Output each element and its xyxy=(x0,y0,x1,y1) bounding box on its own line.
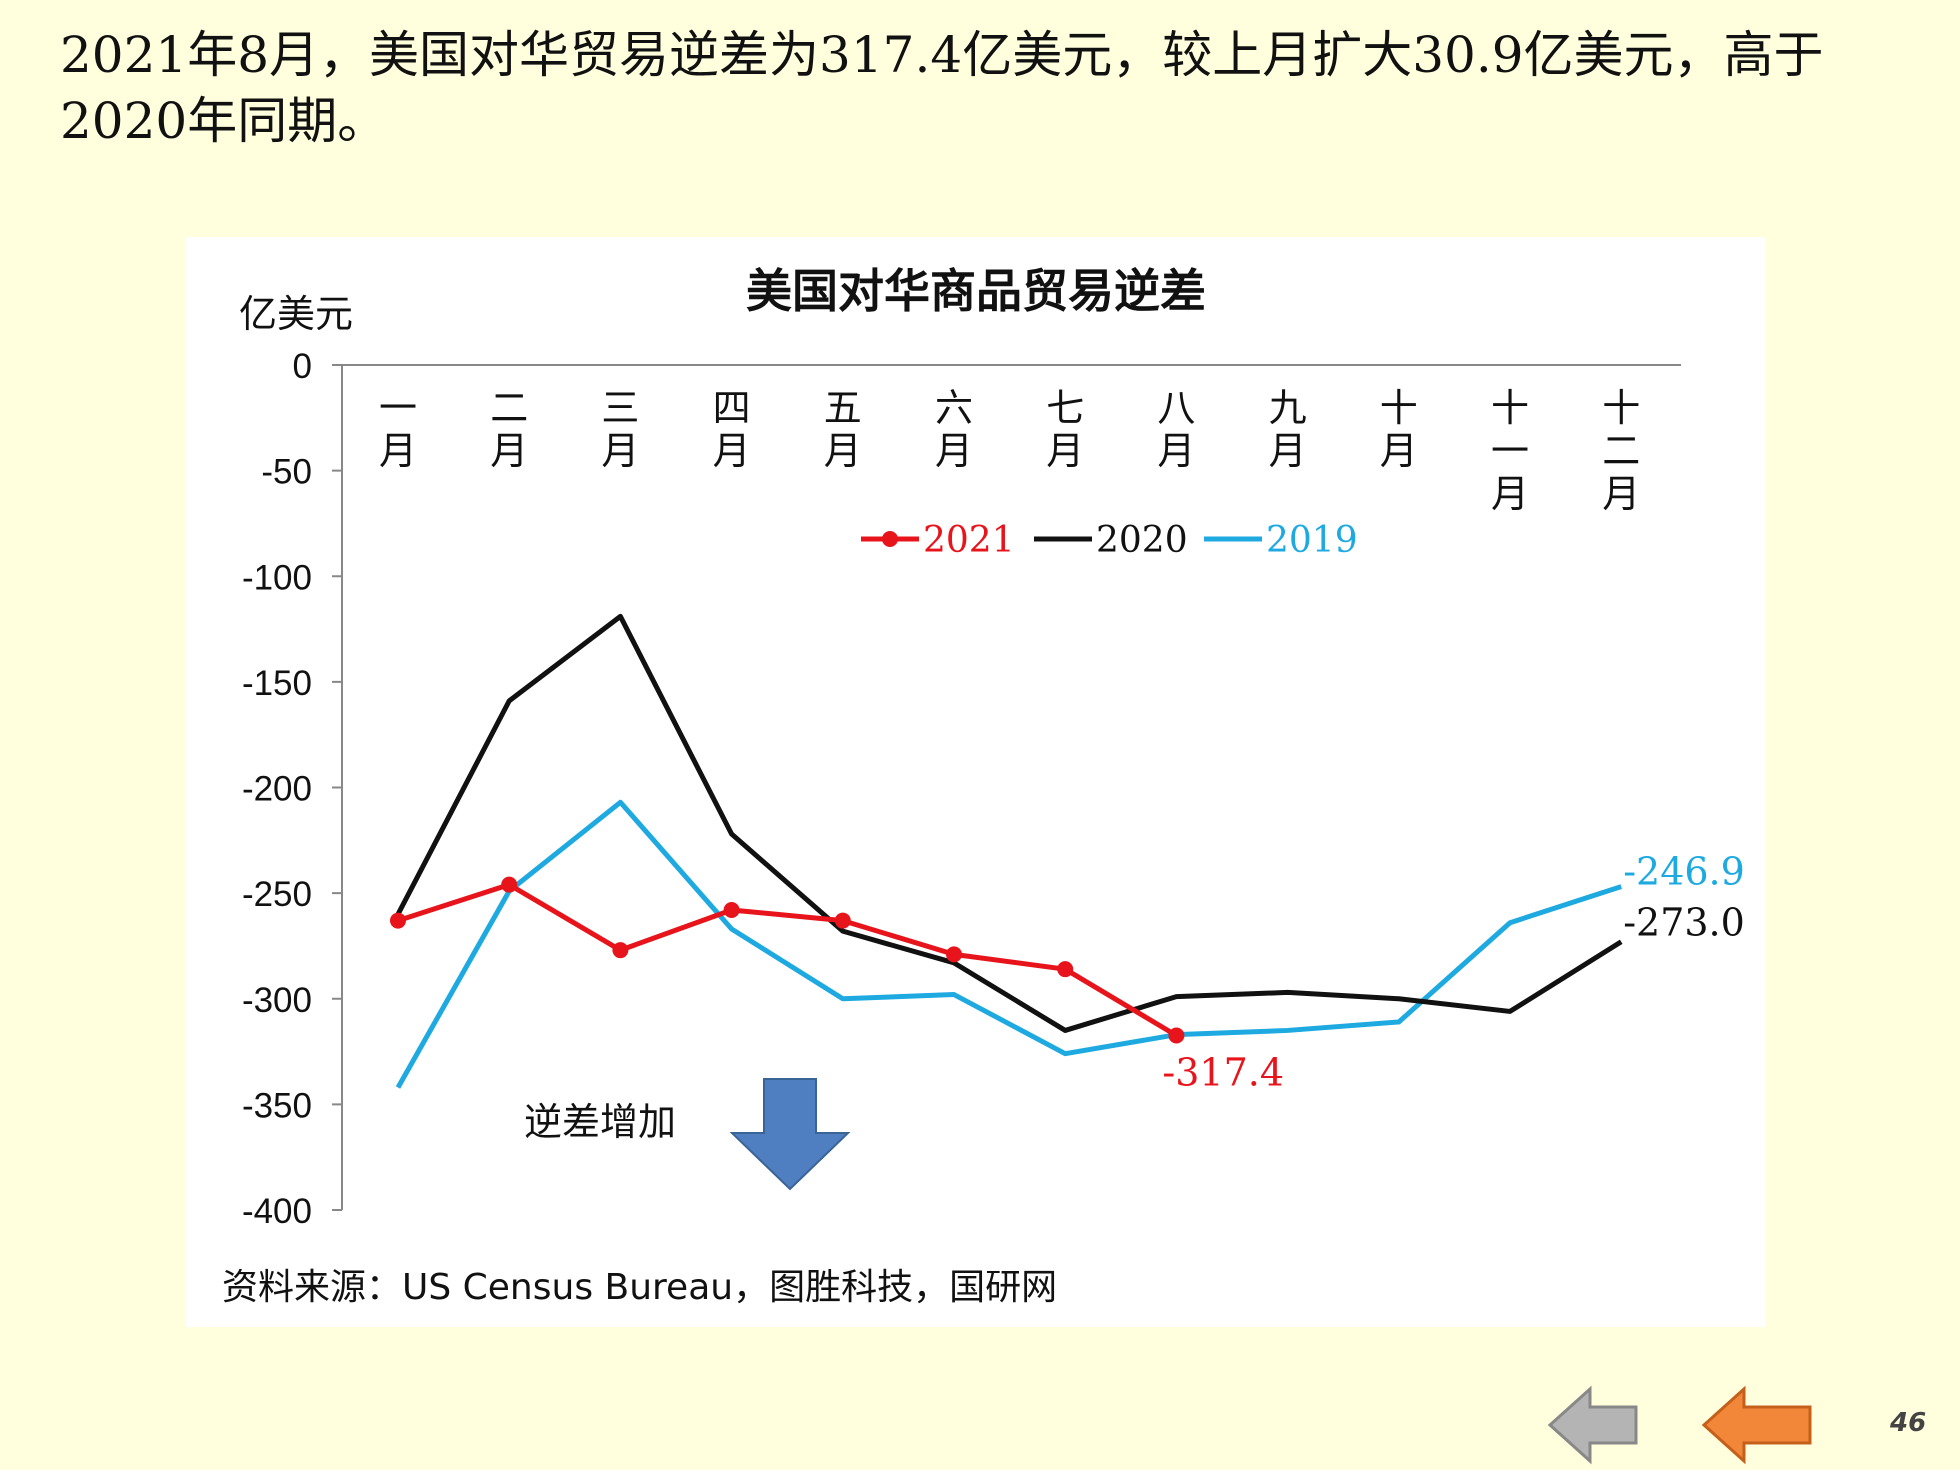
chart-data-labels: -317.4 -246.9 -273.0 xyxy=(1162,850,1744,1095)
chart-title: 美国对华商品贸易逆差 xyxy=(746,264,1206,318)
x-tick-label: 九月 xyxy=(1269,386,1307,473)
point-2021 xyxy=(501,876,518,893)
point-2021 xyxy=(834,912,851,929)
chart-annotation: 逆差增加 xyxy=(524,1078,851,1191)
next-slide-button[interactable] xyxy=(1702,1385,1814,1465)
y-tick-label: -250 xyxy=(242,875,312,914)
y-tick-label: -100 xyxy=(242,558,312,597)
source-note: 资料来源：US Census Bureau，图胜科技，国研网 xyxy=(222,1267,1058,1308)
x-tick-label: 四月 xyxy=(713,386,751,473)
legend-label-2019: 2019 xyxy=(1266,520,1358,561)
left-arrow-orange-icon xyxy=(1702,1385,1812,1465)
x-tick-label: 八月 xyxy=(1157,386,1195,473)
x-tick-label: 十二月 xyxy=(1602,386,1640,516)
series-line-2021 xyxy=(397,882,1178,1038)
x-tick-label: 五月 xyxy=(824,386,862,473)
chart-legend: 2021 2020 2019 xyxy=(861,520,1358,561)
data-label-2020: -273.0 xyxy=(1623,901,1745,945)
y-tick-label: -200 xyxy=(242,770,312,809)
legend-label-2020: 2020 xyxy=(1096,520,1188,561)
point-2021 xyxy=(1168,1027,1185,1044)
slide-headline: 2021年8月，美国对华贸易逆差为317.4亿美元，较上月扩大30.9亿美元，高… xyxy=(60,26,1824,150)
point-2021 xyxy=(723,902,740,919)
point-2021 xyxy=(390,912,406,929)
chart-panel: 美国对华商品贸易逆差 亿美元 0 -50 -100 -150 -200 -250 -300 -… xyxy=(186,237,1766,1327)
trade-deficit-chart: 美国对华商品贸易逆差 亿美元 0 -50 -100 -150 -200 -250 -300 -… xyxy=(239,264,1745,1231)
annotation-text: 逆差增加 xyxy=(524,1100,676,1144)
y-tick-label: -50 xyxy=(261,453,312,492)
page-number: 46 xyxy=(1890,1408,1927,1438)
y-axis-unit-label: 亿美元 xyxy=(239,292,353,336)
data-label-2019: -246.9 xyxy=(1623,850,1745,894)
y-tick-label: 0 xyxy=(293,347,312,386)
x-tick-label: 一月 xyxy=(379,386,417,473)
y-tick-label: -150 xyxy=(242,664,312,703)
x-tick-label: 六月 xyxy=(935,386,973,473)
data-label-2021: -317.4 xyxy=(1162,1051,1284,1095)
point-2021 xyxy=(612,942,629,959)
legend-marker-2021 xyxy=(882,531,898,547)
chart-series xyxy=(390,613,1623,1089)
legend-label-2021: 2021 xyxy=(923,520,1015,561)
x-tick-label: 十月 xyxy=(1380,386,1418,473)
x-tick-label: 二月 xyxy=(490,386,528,473)
point-2021 xyxy=(946,946,962,963)
left-arrow-gray-icon xyxy=(1548,1385,1638,1465)
chart-axes: 0 -50 -100 -150 -200 -250 -300 -350 -400 一月二月三月四月… xyxy=(242,347,1681,1231)
prev-slide-button[interactable] xyxy=(1548,1385,1640,1465)
y-tick-label: -400 xyxy=(242,1192,312,1231)
y-tick-label: -300 xyxy=(242,981,312,1020)
series-line-2020 xyxy=(395,613,1623,1033)
down-arrow-icon xyxy=(729,1078,851,1191)
point-2021 xyxy=(1057,961,1074,978)
y-tick-label: -350 xyxy=(242,1086,312,1125)
series-line-2019 xyxy=(395,799,1622,1089)
x-tick-label: 三月 xyxy=(601,386,639,473)
x-tick-label: 十一月 xyxy=(1491,386,1529,516)
x-tick-label: 七月 xyxy=(1046,386,1084,473)
